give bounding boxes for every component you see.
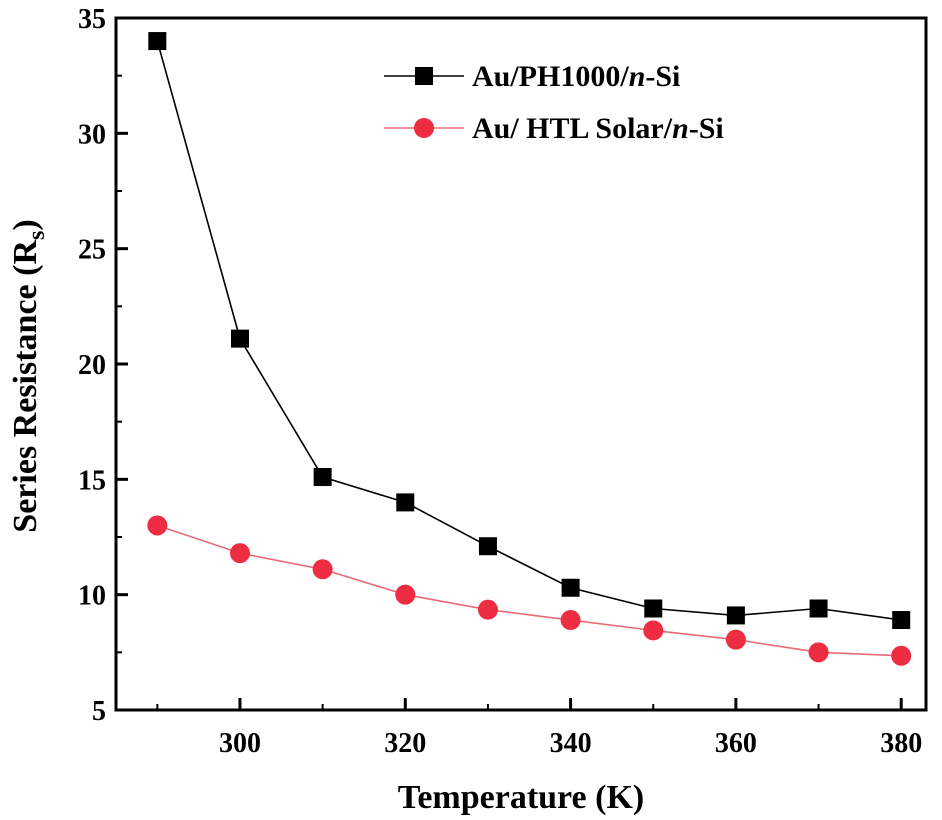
y-tick-label-25: 25 bbox=[78, 235, 106, 266]
legend-label-1-part-0: Au/ HTL Solar/ bbox=[472, 112, 673, 145]
legend-marker-0 bbox=[415, 67, 433, 85]
series-0-point-330 bbox=[478, 537, 497, 556]
y-tick-label-10: 10 bbox=[78, 581, 106, 612]
series-0-point-350 bbox=[644, 599, 663, 618]
y-tick-label-15: 15 bbox=[78, 465, 106, 496]
legend-label-1: Au/ HTL Solar/n-Si bbox=[472, 112, 724, 145]
legend-label-0-part-2: -Si bbox=[645, 60, 680, 93]
series-1-point-320 bbox=[395, 584, 416, 605]
series-0-point-310 bbox=[313, 468, 332, 487]
legend-entry-1: Au/ HTL Solar/n-Si bbox=[384, 112, 724, 145]
y-tick-label-30: 30 bbox=[78, 119, 106, 150]
series-0-point-290 bbox=[148, 32, 167, 51]
legend-label-0-part-1: n bbox=[629, 60, 646, 93]
x-tick-label-380: 380 bbox=[880, 728, 922, 759]
legend-marker-1 bbox=[414, 118, 434, 138]
x-tick-label-360: 360 bbox=[715, 728, 757, 759]
x-tick-label-340: 340 bbox=[550, 728, 592, 759]
series-1-point-330 bbox=[477, 599, 498, 620]
series-1-point-370 bbox=[808, 642, 829, 663]
series-1-line bbox=[157, 524, 902, 657]
x-axis-title: Temperature (K) bbox=[398, 779, 644, 816]
series-0 bbox=[148, 32, 911, 630]
series-1-point-290 bbox=[147, 515, 168, 536]
series-0-point-370 bbox=[809, 599, 828, 618]
y-axis-title-close: ) bbox=[7, 219, 44, 230]
series-1-point-360 bbox=[725, 629, 746, 650]
series-1-point-380 bbox=[891, 645, 912, 666]
y-axis-title: Series Resistance (Rs) bbox=[7, 219, 50, 532]
legend-label-0-part-0: Au/PH1000/ bbox=[472, 60, 629, 93]
series-1-point-350 bbox=[643, 620, 664, 641]
series-0-line bbox=[156, 40, 902, 621]
y-tick-label-5: 5 bbox=[92, 696, 106, 727]
series-1 bbox=[147, 515, 912, 666]
x-tick-label-300: 300 bbox=[219, 728, 261, 759]
legend-label-0: Au/PH1000/n-Si bbox=[472, 60, 680, 93]
legend-label-1-part-1: n bbox=[672, 112, 689, 145]
series-1-point-340 bbox=[560, 610, 581, 631]
y-tick-label-35: 35 bbox=[78, 4, 106, 35]
y-axis-title-subscript: s bbox=[24, 231, 50, 240]
series-1-point-300 bbox=[229, 543, 250, 564]
series-0-point-380 bbox=[892, 611, 911, 630]
series-1-point-310 bbox=[312, 559, 333, 580]
x-tick-label-320: 320 bbox=[384, 728, 426, 759]
series-0-point-300 bbox=[230, 329, 249, 348]
y-tick-label-20: 20 bbox=[78, 350, 106, 381]
series-0-point-320 bbox=[396, 493, 415, 512]
series-0-point-340 bbox=[561, 578, 580, 597]
series-0-point-360 bbox=[726, 606, 745, 625]
y-axis-title-main: Series Resistance (R bbox=[7, 240, 44, 533]
legend-label-1-part-2: -Si bbox=[689, 112, 724, 145]
legend-entry-0: Au/PH1000/n-Si bbox=[384, 60, 680, 93]
